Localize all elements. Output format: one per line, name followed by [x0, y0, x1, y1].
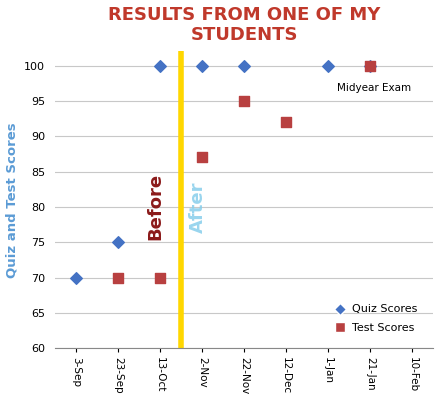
Text: Before: Before	[146, 173, 164, 240]
Point	[366, 62, 373, 69]
Point	[366, 62, 373, 69]
Legend: Quiz Scores, Test Scores: Quiz Scores, Test Scores	[330, 301, 419, 337]
Point	[282, 119, 289, 125]
Point	[72, 274, 79, 281]
Point	[156, 62, 163, 69]
Point	[114, 274, 121, 281]
Point	[198, 154, 205, 161]
Point	[114, 239, 121, 246]
Point	[240, 62, 247, 69]
Point	[198, 62, 205, 69]
Point	[156, 274, 163, 281]
Y-axis label: Quiz and Test Scores: Quiz and Test Scores	[6, 122, 18, 278]
Text: Midyear Exam: Midyear Exam	[336, 83, 410, 93]
Text: After: After	[188, 181, 206, 233]
Point	[240, 98, 247, 104]
Point	[324, 62, 331, 69]
Title: RESULTS FROM ONE OF MY
STUDENTS: RESULTS FROM ONE OF MY STUDENTS	[108, 6, 379, 44]
